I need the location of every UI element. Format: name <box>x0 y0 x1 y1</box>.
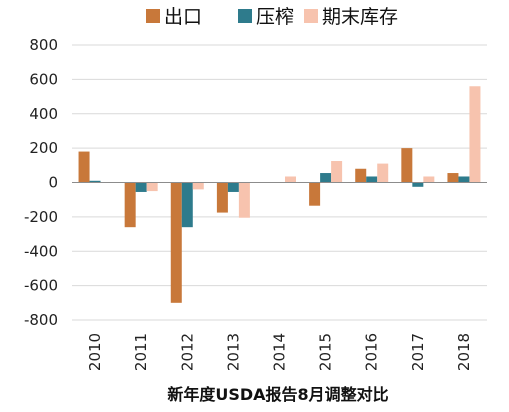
bar-2018-crush <box>458 176 470 183</box>
y-tick-label: -400 <box>24 242 58 260</box>
bar-2015-export <box>309 182 321 206</box>
bar-2017-crush <box>412 182 424 187</box>
bar-2012-export <box>170 182 182 303</box>
x-tick-label: 2015 <box>317 333 335 371</box>
bar-2011-crush <box>135 182 147 192</box>
legend-label: 压榨 <box>256 6 294 28</box>
x-tick-label: 2018 <box>455 333 473 371</box>
bar-2016-ending-stocks <box>377 163 389 183</box>
bar-2013-crush <box>227 182 239 192</box>
x-tick-label: 2016 <box>363 333 381 371</box>
bar-2014-ending-stocks <box>285 176 296 183</box>
x-tick-label: 2010 <box>86 333 104 371</box>
x-tick-label: 2014 <box>271 333 289 371</box>
legend: 出口 压榨 期末库存 <box>146 6 398 28</box>
y-tick-label: 200 <box>29 139 58 157</box>
bar-2017-ending-stocks <box>423 176 435 183</box>
bar-2018-export <box>447 173 459 183</box>
x-axis-title: 新年度USDA报告8月调整对比 <box>167 385 388 404</box>
legend-label: 期末库存 <box>322 6 398 28</box>
bar-2015-ending-stocks <box>331 161 343 183</box>
bar-2016-export <box>355 168 367 183</box>
legend-label: 出口 <box>164 6 202 28</box>
y-tick-label: 800 <box>29 36 58 54</box>
bar-2015-crush <box>320 173 332 183</box>
legend-swatch <box>304 9 318 23</box>
bar-2018-ending-stocks <box>469 86 481 183</box>
bar-2012-ending-stocks <box>192 182 204 190</box>
y-tick-label: -600 <box>24 277 58 295</box>
y-tick-label: -800 <box>24 311 58 329</box>
x-tick-label: 2012 <box>178 333 196 371</box>
bar-2010-export <box>78 151 90 183</box>
bar-2013-export <box>216 182 228 213</box>
bar-2017-export <box>401 148 413 183</box>
x-axis-ticks: 2010 2011 2012 2013 2014 2015 2016 2017 2018 <box>86 333 473 371</box>
bar-2011-export <box>124 182 136 228</box>
bar-2012-crush <box>181 182 193 228</box>
y-tick-label: -200 <box>24 208 58 226</box>
bar-2013-ending-stocks <box>238 182 250 218</box>
bar-2010-crush <box>89 180 101 183</box>
x-tick-label: 2013 <box>224 333 242 371</box>
y-tick-label: 400 <box>29 105 58 123</box>
bars <box>78 86 481 303</box>
y-tick-label: 600 <box>29 70 58 88</box>
x-tick-label: 2011 <box>132 333 150 371</box>
legend-swatch <box>146 9 160 23</box>
legend-swatch <box>238 9 252 23</box>
y-axis-ticks: 800 600 400 200 0 -200 -400 -600 -800 <box>24 36 58 329</box>
x-tick-label: 2017 <box>409 333 427 371</box>
bar-2011-ending-stocks <box>146 182 158 192</box>
bar-2016-crush <box>366 176 378 183</box>
y-tick-label: 0 <box>48 174 58 192</box>
